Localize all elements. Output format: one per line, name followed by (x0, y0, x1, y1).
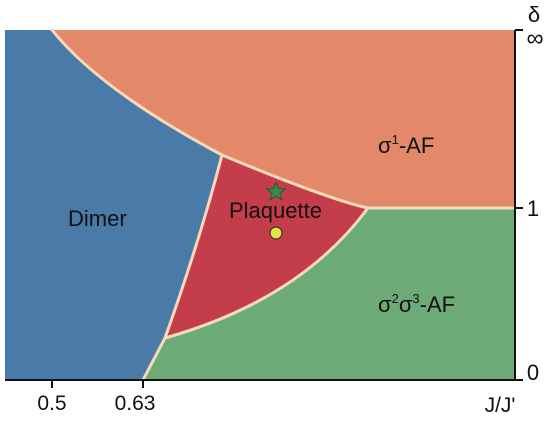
sigma1-af-region (52, 30, 515, 208)
x-tick-label-0.63: 0.63 (115, 392, 156, 415)
sigma23-af-region (143, 208, 515, 380)
circle-icon (269, 226, 283, 240)
sigma1-af-label: σ1-AF (378, 132, 434, 158)
phase-boundaries (50, 28, 517, 382)
x-tick-label-0.5: 0.5 (37, 392, 66, 415)
plaquette-label: Plaquette (229, 198, 322, 223)
dimer-plaquette-boundary (141, 153, 224, 382)
y-tick-label-0: 0 (527, 360, 539, 385)
y-axis-label: δ (528, 2, 540, 27)
y-tick-label-inf: ∞ (526, 25, 543, 52)
dimer-label: Dimer (68, 206, 127, 231)
y-tick-label-1: 1 (527, 196, 539, 221)
dimer-region (5, 30, 222, 380)
dimer-sigma1-boundary (50, 28, 224, 157)
axes (5, 29, 523, 388)
plaquette-region (165, 155, 368, 338)
plaquette-sigma23-boundary (163, 206, 370, 340)
star-icon (265, 180, 287, 202)
plaquette-sigma1-boundary (220, 153, 370, 210)
sigma23-af-label: σ2σ3-AF (378, 291, 455, 317)
x-axis-label: J/J' (485, 394, 516, 417)
